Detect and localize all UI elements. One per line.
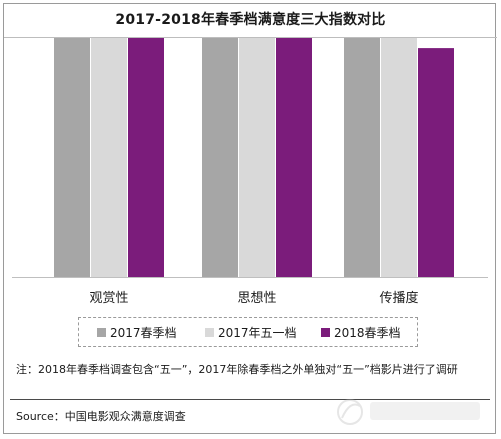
legend-item-series-0: 2017春季档	[97, 325, 177, 341]
category-label-2: 传播度	[379, 290, 418, 306]
bar-0-series-2	[128, 38, 164, 278]
chart-title: 2017-2018年春季档满意度三大指数对比	[115, 12, 386, 28]
bar-0-series-0	[54, 38, 90, 278]
bar-1-series-1	[239, 38, 275, 277]
legend-swatch-series-1	[205, 328, 214, 337]
data-label-2-series-2: 70.0	[422, 38, 451, 40]
chart-legend: 2017春季档 2017年五一档 2018春季档	[78, 317, 418, 347]
legend-item-series-2: 2018春季档	[321, 325, 401, 341]
bar-2-series-1	[381, 38, 417, 278]
bar-1-series-2	[276, 38, 312, 277]
legend-item-series-1: 2017年五一档	[205, 325, 297, 341]
source-line: Source：中国电影观众满意度调查	[16, 410, 186, 423]
bar-chart: 81.481.584.5观赏性80.279.882.6思想性85.986.670…	[12, 38, 488, 306]
legend-swatch-series-2	[321, 328, 330, 337]
category-label-1: 思想性	[237, 290, 276, 306]
bar-2-series-0	[344, 38, 380, 278]
bar-0-series-1	[91, 38, 127, 278]
legend-label-series-2: 2018春季档	[334, 326, 401, 340]
footnote-divider	[10, 399, 490, 400]
legend-label-series-1: 2017年五一档	[218, 326, 297, 340]
watermark-logo	[337, 399, 480, 425]
legend-swatch-series-0	[97, 328, 106, 337]
bar-1-series-0	[202, 38, 238, 277]
category-label-0: 观赏性	[89, 291, 128, 306]
bar-2-series-2	[418, 48, 454, 277]
legend-label-series-0: 2017春季档	[110, 326, 177, 340]
footnote: 注：2018年春季档调查包含“五一”，2017年除春季档之外单独对“五一”档影片…	[16, 363, 458, 376]
